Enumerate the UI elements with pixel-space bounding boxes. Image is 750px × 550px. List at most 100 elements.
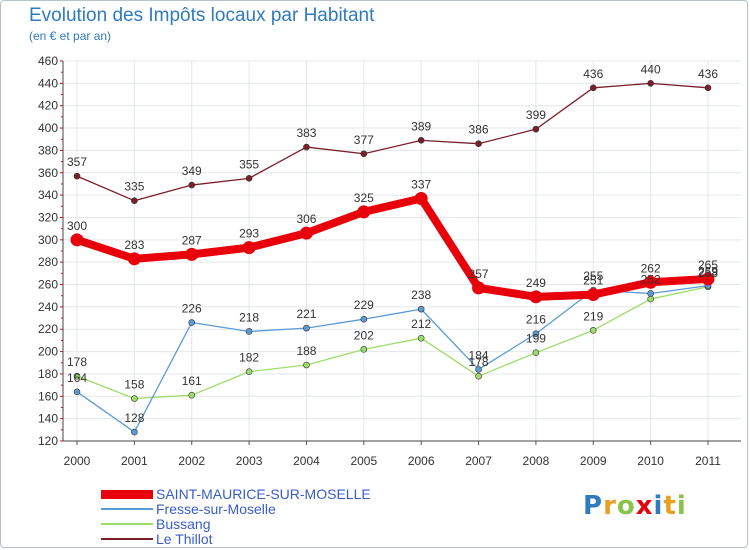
y-tick-label: 160 — [38, 389, 58, 403]
data-point — [131, 395, 138, 402]
data-label: 188 — [296, 344, 316, 358]
line-chart: 120 140 160 180 200 220 240 260 280 300 320 340 360 3… — [38, 54, 741, 468]
plot-area — [63, 61, 741, 441]
y-tick-label: 420 — [38, 99, 58, 113]
data-point — [303, 361, 310, 369]
chart-title: Evolution des Impôts locaux par Habitant — [29, 5, 375, 26]
data-point — [73, 172, 81, 180]
logo-letter: r — [603, 491, 617, 521]
data-label: 440 — [641, 62, 661, 76]
data-label: 178 — [469, 355, 489, 369]
data-point — [360, 315, 368, 323]
data-point — [73, 388, 81, 396]
y-tick-label: 120 — [38, 434, 58, 448]
data-label: 436 — [698, 67, 718, 81]
data-point — [472, 281, 486, 295]
legend-label: Fresse-sur-Moselle — [156, 501, 276, 517]
data-point — [357, 205, 371, 219]
data-point — [647, 80, 654, 87]
data-point — [360, 346, 368, 353]
data-point — [188, 319, 196, 326]
y-tick-label: 340 — [38, 188, 58, 202]
data-point — [529, 290, 543, 304]
data-point — [589, 327, 597, 334]
data-label: 251 — [583, 274, 603, 288]
data-point — [532, 125, 540, 133]
y-tick-label: 360 — [38, 166, 58, 180]
series-line-bussang — [76, 286, 709, 400]
x-tick-label: 2000 — [64, 454, 91, 468]
data-label: 178 — [67, 355, 87, 369]
data-label: 337 — [411, 177, 431, 191]
y-tick-label: 280 — [38, 255, 58, 269]
data-label: 199 — [526, 332, 546, 346]
data-label: 383 — [296, 126, 316, 140]
y-tick-label: 380 — [38, 143, 58, 157]
y-tick-label: 240 — [38, 300, 58, 314]
x-tick-label: 2011 — [695, 454, 721, 468]
data-point — [188, 391, 196, 399]
x-tick-label: 2004 — [293, 454, 320, 468]
data-label: 259 — [698, 265, 718, 279]
data-point — [303, 143, 310, 151]
logo-letter: o — [616, 491, 636, 521]
data-point — [245, 175, 253, 182]
data-label: 325 — [354, 191, 374, 205]
legend-label: SAINT-MAURICE-SUR-MOSELLE — [156, 486, 371, 502]
x-tick-label: 2003 — [236, 454, 263, 468]
y-tick-label: 300 — [38, 233, 58, 247]
legend-swatch — [101, 490, 153, 499]
y-tick-label: 140 — [38, 412, 58, 426]
y-tick-label: 400 — [38, 121, 58, 135]
data-point — [532, 330, 540, 338]
logo-letter: t — [663, 491, 677, 521]
data-point — [644, 275, 658, 289]
logo-letter: x — [635, 491, 654, 521]
data-label: 399 — [526, 108, 546, 122]
data-label: 335 — [124, 180, 144, 194]
data-label: 255 — [583, 269, 603, 283]
y-tick-label: 320 — [38, 210, 58, 224]
legend-swatch — [101, 523, 153, 525]
data-label: 257 — [469, 267, 489, 281]
data-point — [647, 290, 654, 297]
data-label: 258 — [698, 266, 718, 280]
data-point — [647, 295, 654, 303]
data-point — [70, 233, 84, 247]
data-label: 262 — [641, 261, 661, 275]
data-point — [73, 372, 81, 380]
data-label: 436 — [583, 67, 603, 81]
data-label: 377 — [354, 133, 374, 147]
x-tick-label: 2006 — [408, 454, 435, 468]
data-point — [475, 372, 482, 380]
data-label: 386 — [469, 123, 489, 137]
y-tick-label: 220 — [38, 322, 58, 336]
logo-letter: i — [676, 491, 687, 521]
data-point — [475, 140, 482, 148]
data-point — [131, 197, 138, 205]
x-tick-label: 2008 — [523, 454, 550, 468]
logo-letter: P — [583, 491, 604, 521]
data-point — [242, 241, 256, 255]
data-label: 349 — [182, 164, 202, 178]
x-tick-label: 2010 — [637, 454, 664, 468]
data-point — [417, 334, 425, 342]
y-tick-label: 200 — [38, 345, 58, 359]
data-label: 249 — [526, 276, 546, 290]
data-point — [360, 150, 368, 158]
data-label: 212 — [411, 317, 431, 331]
x-tick-label: 2009 — [580, 454, 607, 468]
data-point — [701, 272, 715, 286]
data-point — [299, 226, 313, 240]
y-tick-label: 460 — [38, 54, 58, 68]
data-label: 283 — [124, 238, 144, 252]
data-label: 216 — [526, 313, 546, 327]
x-tick-label: 2001 — [121, 454, 148, 468]
data-label: 184 — [469, 348, 489, 362]
data-label: 226 — [182, 302, 202, 316]
data-label: 306 — [296, 212, 316, 226]
data-point — [245, 368, 253, 376]
data-point — [131, 428, 138, 436]
